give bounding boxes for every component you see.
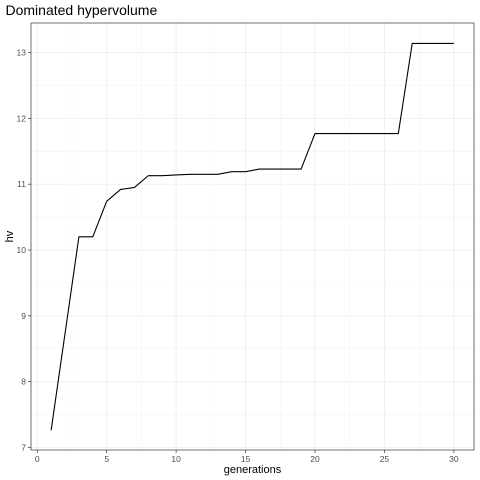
y-tick-label: 12 — [17, 113, 27, 123]
x-tick-label: 0 — [35, 454, 40, 464]
panel-background — [31, 23, 474, 450]
x-axis-title: generations — [224, 464, 282, 476]
x-tick-label: 20 — [310, 454, 320, 464]
x-tick-label: 30 — [449, 454, 459, 464]
x-tick-label: 5 — [104, 454, 109, 464]
y-tick-label: 10 — [17, 245, 27, 255]
y-tick-label: 13 — [17, 48, 27, 58]
y-tick-label: 8 — [21, 377, 26, 387]
x-tick-label: 15 — [241, 454, 251, 464]
chart-title: Dominated hypervolume — [6, 2, 158, 18]
y-tick-label: 11 — [17, 179, 26, 189]
y-axis-title: hv — [4, 230, 16, 242]
y-tick-label: 7 — [21, 442, 26, 452]
x-tick-label: 25 — [380, 454, 390, 464]
plot-panel — [31, 23, 474, 450]
y-tick-label: 9 — [21, 311, 26, 321]
x-tick-label: 10 — [171, 454, 181, 464]
